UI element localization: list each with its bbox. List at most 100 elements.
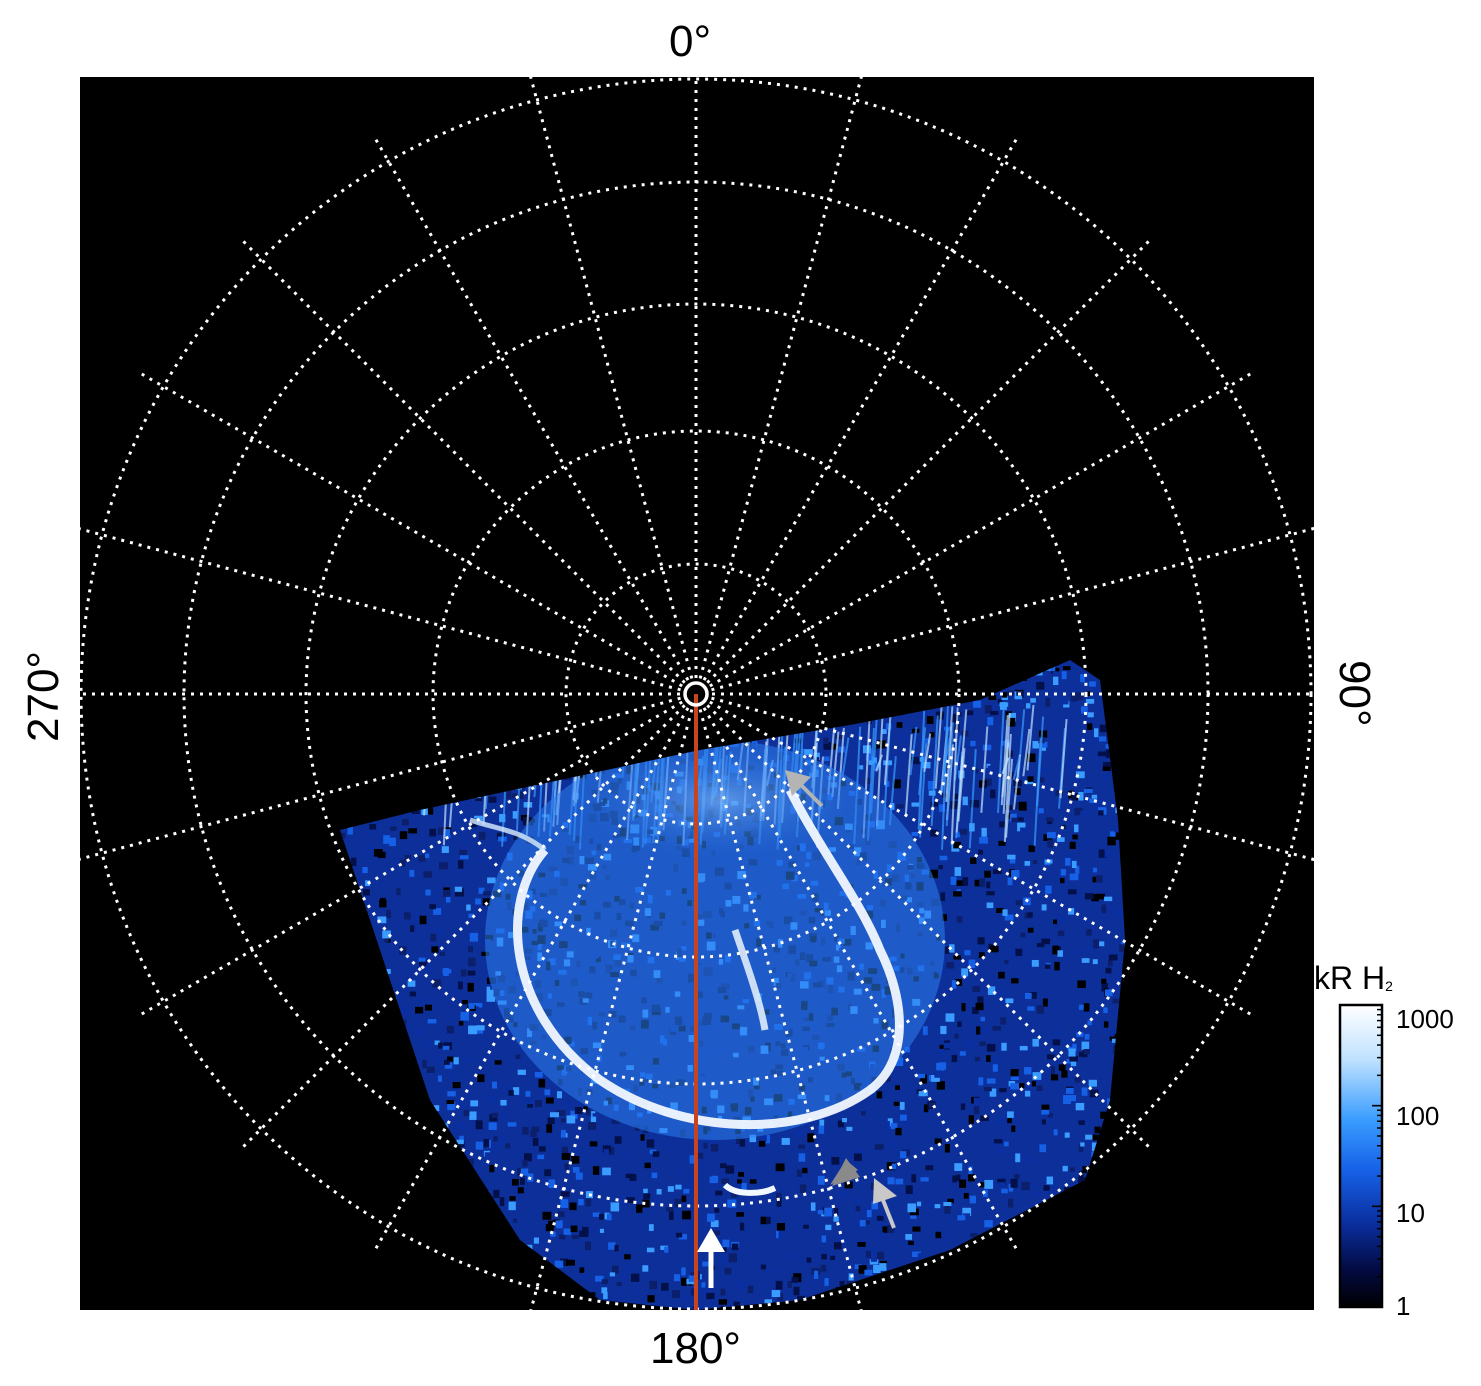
noise-pixel	[1074, 948, 1082, 955]
noise-pixel	[947, 1198, 954, 1203]
noise-pixel	[973, 768, 979, 774]
noise-pixel	[681, 1195, 687, 1203]
noise-pixel	[1086, 1010, 1091, 1017]
noise-pixel	[513, 1218, 518, 1223]
noise-pixel	[866, 1209, 872, 1218]
noise-pixel	[1086, 698, 1095, 704]
noise-pixel	[694, 1304, 704, 1310]
noise-pixel	[447, 1091, 456, 1097]
noise-pixel	[1064, 1132, 1070, 1138]
noise-pixel	[574, 1107, 583, 1115]
noise-pixel	[977, 996, 984, 1005]
noise-pixel	[1004, 960, 1009, 965]
noise-pixel	[1077, 980, 1086, 989]
noise-pixel	[678, 1166, 684, 1174]
noise-pixel	[944, 1144, 950, 1153]
noise-pixel	[438, 1042, 443, 1049]
noise-pixel	[512, 1087, 520, 1095]
noise-pixel	[424, 1004, 432, 1011]
noise-pixel	[807, 1133, 815, 1143]
noise-pixel	[515, 1054, 521, 1059]
noise-pixel	[894, 1057, 904, 1066]
noise-pixel	[1021, 1181, 1030, 1191]
noise-pixel	[439, 862, 448, 870]
noise-pixel	[433, 908, 442, 915]
noise-pixel	[735, 1135, 741, 1144]
noise-pixel	[951, 714, 959, 723]
noise-pixel	[601, 1279, 608, 1285]
noise-pixel	[899, 1101, 905, 1110]
noise-pixel	[895, 1127, 902, 1136]
noise-pixel	[1067, 1095, 1077, 1102]
noise-pixel	[407, 980, 416, 987]
noise-pixel	[882, 1226, 889, 1233]
noise-pixel	[538, 1146, 546, 1152]
noise-pixel	[1103, 1021, 1109, 1028]
noise-pixel	[1052, 671, 1061, 676]
noise-pixel	[1047, 1113, 1053, 1118]
noise-pixel	[998, 1312, 1006, 1318]
noise-pixel	[1085, 1134, 1094, 1140]
noise-pixel	[636, 1204, 643, 1213]
noise-pixel	[887, 1224, 895, 1233]
noise-pixel	[459, 855, 469, 860]
noise-pixel	[652, 1198, 662, 1205]
noise-pixel	[771, 1268, 778, 1275]
noise-pixel	[887, 1177, 895, 1185]
noise-pixel	[922, 1026, 928, 1036]
noise-pixel	[1091, 894, 1099, 902]
noise-pixel	[824, 1207, 832, 1217]
noise-pixel	[446, 1100, 455, 1105]
noise-pixel	[832, 743, 837, 750]
noise-pixel	[1087, 1020, 1092, 1026]
noise-pixel	[1050, 1066, 1055, 1075]
noise-pixel	[661, 1282, 669, 1291]
noise-pixel	[907, 1203, 916, 1213]
noise-pixel	[1071, 794, 1076, 801]
noise-pixel	[447, 1101, 456, 1111]
noise-pixel	[640, 1134, 645, 1141]
noise-pixel	[952, 1175, 957, 1183]
noise-pixel	[1092, 876, 1099, 883]
noise-pixel	[690, 1272, 696, 1277]
noise-pixel	[1118, 972, 1125, 977]
noise-pixel	[946, 962, 954, 969]
noise-pixel	[887, 1118, 893, 1127]
noise-pixel	[520, 1168, 529, 1176]
noise-pixel	[617, 1289, 622, 1298]
noise-pixel	[990, 789, 996, 799]
noise-pixel	[911, 1174, 917, 1183]
noise-pixel	[434, 904, 443, 910]
noise-pixel	[959, 1179, 967, 1188]
noise-pixel	[429, 904, 436, 910]
noise-pixel	[1092, 867, 1097, 873]
noise-pixel	[1083, 1048, 1090, 1055]
noise-pixel	[446, 1056, 454, 1062]
noise-pixel	[674, 1198, 682, 1208]
noise-pixel	[1045, 964, 1051, 969]
noise-pixel	[690, 1288, 697, 1296]
noise-pixel	[491, 1112, 499, 1118]
noise-pixel	[727, 1199, 737, 1208]
noise-pixel	[1105, 815, 1114, 820]
noise-pixel	[584, 1154, 589, 1159]
noise-pixel	[462, 999, 468, 1005]
noise-pixel	[990, 711, 999, 716]
noise-pixel	[646, 1247, 655, 1253]
noise-pixel	[931, 1074, 940, 1082]
noise-pixel	[896, 722, 903, 728]
noise-pixel	[492, 1081, 498, 1089]
noise-pixel	[1042, 998, 1048, 1007]
noise-pixel	[592, 1113, 598, 1118]
noise-pixel	[446, 1025, 454, 1034]
noise-pixel	[1060, 869, 1066, 876]
noise-pixel	[441, 846, 449, 853]
noise-pixel	[474, 1002, 483, 1008]
noise-pixel	[1036, 886, 1046, 893]
noise-pixel	[989, 1088, 997, 1097]
noise-pixel	[1031, 1191, 1040, 1197]
noise-pixel	[821, 1253, 827, 1260]
noise-pixel	[1031, 959, 1039, 967]
noise-pixel	[467, 957, 476, 967]
noise-pixel	[1121, 942, 1125, 947]
